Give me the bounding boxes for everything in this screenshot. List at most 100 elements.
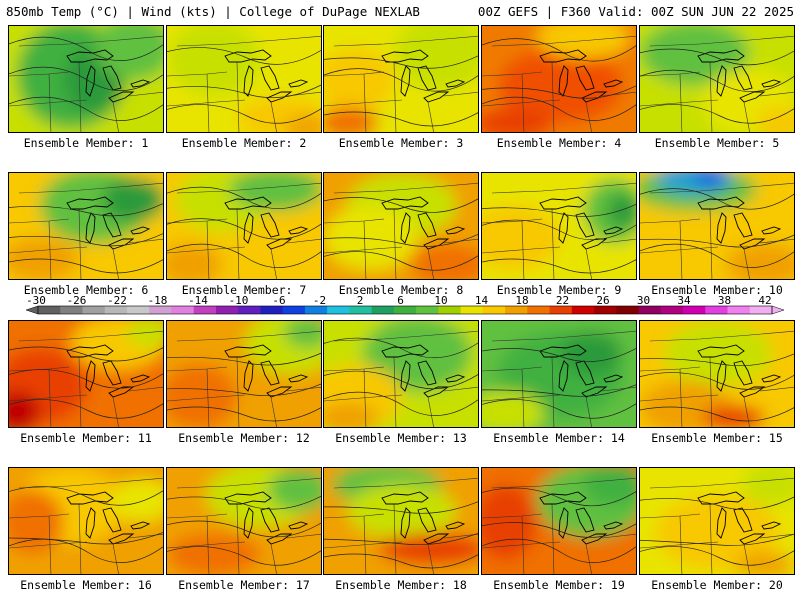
height-contour (482, 538, 636, 563)
height-contour (324, 391, 478, 416)
temperature-map (9, 26, 163, 132)
colorbar-segment (416, 306, 439, 314)
temperature-map (9, 321, 163, 427)
temperature-colorbar: -30 -26 -22 -18 -14 -10 -6 -2 2 6 10 14 18 22 26 30 34 38… (25, 296, 785, 315)
border-line (427, 101, 434, 132)
border-line (743, 396, 750, 427)
temperature-map (324, 468, 478, 574)
border-line (236, 356, 240, 427)
height-contour (640, 353, 794, 366)
colorbar-segment (549, 306, 573, 314)
height-contour (167, 495, 321, 510)
lake-outline (581, 91, 608, 103)
temperature-map (482, 321, 636, 427)
border-line (333, 330, 478, 342)
border-line (393, 61, 397, 132)
height-contour (640, 69, 794, 92)
lake-outline (575, 360, 595, 386)
lake-outline (697, 344, 745, 358)
lake-outline (108, 533, 135, 545)
temperature-region (324, 47, 395, 113)
lake-outline (288, 79, 309, 88)
ensemble-member-label: Ensemble Member: 8 (338, 283, 464, 297)
colorbar-segment (438, 306, 462, 314)
lake-outline (102, 507, 122, 533)
ensemble-member-label: Ensemble Member: 16 (20, 578, 152, 592)
temperature-map (167, 321, 321, 427)
border-line (521, 368, 525, 427)
lake-outline (423, 386, 450, 398)
ensemble-member-label: Ensemble Member: 20 (651, 578, 783, 592)
lake-outline (716, 507, 727, 539)
temperature-region (229, 173, 321, 211)
lake-outline (575, 65, 595, 91)
temperature-map (167, 26, 321, 132)
lake-outline (266, 386, 293, 398)
border-line (443, 91, 478, 97)
border-line (48, 368, 52, 427)
border-line (176, 35, 321, 47)
temperature-map (482, 173, 636, 279)
lake-outline (243, 65, 254, 97)
lake-outline (733, 360, 753, 386)
border-line (679, 515, 683, 574)
height-contour (9, 233, 163, 247)
lake-outline (575, 507, 595, 533)
height-contour (167, 104, 321, 124)
border-line (9, 246, 88, 254)
colorbar-segment (683, 306, 706, 314)
colorbar-tick-label: 10 (434, 296, 447, 307)
border-line (491, 182, 636, 194)
border-line (286, 386, 321, 392)
lake-outline (66, 491, 114, 505)
temperature-region (702, 405, 765, 427)
ensemble-member-label: Ensemble Member: 18 (335, 578, 467, 592)
colorbar-segment (616, 306, 640, 314)
lake-outline (417, 360, 437, 386)
lake-outline (716, 212, 727, 244)
temperature-region (347, 484, 457, 539)
colorbar-tick-label: -30 (26, 296, 46, 307)
border-line (427, 248, 434, 279)
lake-outline (603, 226, 624, 235)
colorbar-segment (638, 306, 662, 314)
lake-outline (266, 238, 293, 250)
height-contour (167, 520, 321, 538)
colorbar-segment (38, 306, 61, 314)
lake-outline (260, 360, 280, 386)
temperature-map (324, 26, 478, 132)
height-contour (482, 522, 636, 538)
temperature-region (110, 478, 163, 522)
lake-outline (445, 521, 466, 530)
height-contour (324, 553, 478, 569)
temperature-region (497, 47, 623, 124)
lake-outline (423, 533, 450, 545)
height-contour (640, 406, 794, 422)
border-line (521, 220, 525, 279)
border-line (363, 368, 367, 427)
temperature-region (606, 194, 636, 227)
ensemble-member-label: Ensemble Member: 11 (20, 431, 152, 445)
ensemble-member-label: Ensemble Member: 4 (496, 136, 622, 150)
colorbar-segment (527, 306, 551, 314)
border-line (112, 248, 119, 279)
lake-outline (739, 238, 766, 250)
colorbar-segment (126, 306, 150, 314)
lake-outline (539, 49, 587, 63)
border-line (482, 246, 561, 254)
lake-outline (603, 521, 624, 530)
border-line (640, 394, 719, 402)
border-line (112, 101, 119, 132)
height-contour (9, 66, 163, 91)
title-right: 00Z GEFS | F360 Valid: 00Z SUN JUN 22 20… (477, 4, 794, 19)
temperature-region (394, 26, 478, 91)
lake-outline (445, 79, 466, 88)
border-line (482, 541, 561, 549)
border-line (709, 356, 713, 427)
colorbar-segment (371, 306, 395, 314)
border-line (176, 182, 321, 194)
border-line (709, 503, 713, 574)
lake-outline (733, 65, 753, 91)
lake-outline (66, 49, 114, 63)
colorbar-segment (505, 306, 528, 314)
